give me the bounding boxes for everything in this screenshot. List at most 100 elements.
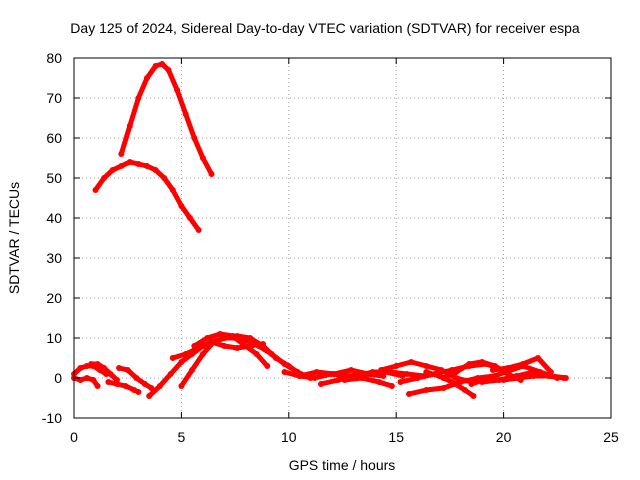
data-point — [230, 333, 236, 339]
data-point — [178, 359, 185, 365]
data-point — [489, 367, 496, 373]
x-tick-label: 25 — [603, 429, 619, 445]
data-point — [118, 163, 125, 169]
data-point — [135, 95, 142, 101]
data-point — [513, 373, 520, 379]
y-tick-label: 0 — [54, 370, 62, 386]
data-point — [479, 379, 486, 385]
data-point — [440, 375, 447, 381]
data-point — [281, 361, 288, 367]
data-point — [358, 375, 365, 381]
data-point — [468, 381, 475, 387]
data-point — [114, 381, 120, 387]
data-point — [234, 345, 241, 351]
data-point — [318, 381, 324, 387]
data-point — [146, 393, 153, 399]
series-arc-i — [191, 331, 313, 381]
data-point — [156, 383, 163, 389]
x-tick-label: 20 — [496, 429, 512, 445]
data-point — [268, 351, 275, 357]
data-point — [182, 351, 189, 357]
data-point — [126, 159, 133, 165]
data-point — [470, 393, 477, 399]
y-tick-label: 50 — [46, 170, 62, 186]
data-point — [124, 367, 131, 373]
data-point — [94, 383, 101, 389]
data-point — [133, 375, 140, 381]
data-point — [453, 375, 460, 381]
data-point — [174, 87, 181, 93]
data-point — [144, 75, 150, 81]
data-point — [167, 371, 174, 377]
data-point — [423, 387, 430, 393]
data-point — [393, 363, 400, 369]
data-point — [397, 379, 404, 385]
data-point — [466, 361, 473, 367]
data-point — [77, 365, 84, 371]
data-point — [187, 215, 193, 221]
data-point — [135, 389, 142, 395]
data-point — [217, 331, 224, 337]
data-point — [159, 61, 166, 67]
x-tick-label: 10 — [281, 429, 297, 445]
data-point — [330, 371, 337, 377]
data-point — [264, 363, 271, 369]
data-point — [83, 375, 90, 381]
data-point — [126, 123, 133, 129]
series-arc-high-peak — [118, 61, 214, 177]
data-point — [530, 369, 537, 375]
y-tick-label: 20 — [46, 290, 62, 306]
data-point — [105, 379, 112, 385]
tick-layer: 0 5 10 15 20 25 -10 0 10 20 30 40 50 60 70 80 — [42, 50, 619, 445]
data-point — [165, 67, 172, 73]
y-tick-label: 10 — [46, 330, 62, 346]
data-point — [178, 203, 185, 209]
plot-frame — [73, 57, 612, 419]
data-point — [195, 227, 202, 233]
data-point — [199, 351, 206, 357]
data-point — [369, 369, 376, 375]
data-point — [199, 155, 206, 161]
data-point — [341, 377, 348, 383]
data-point — [169, 187, 176, 193]
data-point — [182, 111, 189, 117]
data-point — [141, 381, 148, 387]
data-point — [403, 371, 410, 377]
data-point — [191, 135, 198, 141]
data-point — [247, 343, 254, 349]
data-point — [169, 355, 176, 361]
data-point — [519, 361, 526, 367]
data-point — [547, 373, 554, 379]
data-point — [144, 163, 150, 169]
data-point — [414, 375, 421, 381]
data-point — [191, 343, 198, 349]
data-point — [178, 383, 185, 389]
y-tick-label: -10 — [42, 410, 62, 426]
data-point — [101, 365, 108, 371]
y-tick-label: 30 — [46, 250, 62, 266]
chart-title: Day 125 of 2024, Sidereal Day-to-day VTE… — [70, 20, 580, 36]
data-point — [260, 341, 266, 347]
data-point — [440, 385, 447, 391]
data-point — [109, 167, 116, 173]
data-point — [101, 175, 108, 181]
x-tick-label: 15 — [388, 429, 404, 445]
data-point — [116, 365, 123, 371]
data-point — [378, 367, 385, 373]
y-tick-label: 70 — [46, 90, 62, 106]
data-point — [242, 337, 249, 343]
data-point — [348, 367, 355, 373]
data-point — [423, 363, 430, 369]
series-layer — [71, 61, 569, 399]
data-point — [204, 335, 211, 341]
data-point — [92, 187, 99, 193]
data-point — [296, 373, 303, 379]
x-axis-label: GPS time / hours — [289, 457, 396, 473]
grid-layer — [74, 58, 611, 418]
x-tick-label: 5 — [178, 429, 186, 445]
data-point — [161, 175, 168, 181]
data-point — [406, 391, 413, 397]
data-point — [107, 371, 114, 377]
data-point — [208, 339, 215, 345]
